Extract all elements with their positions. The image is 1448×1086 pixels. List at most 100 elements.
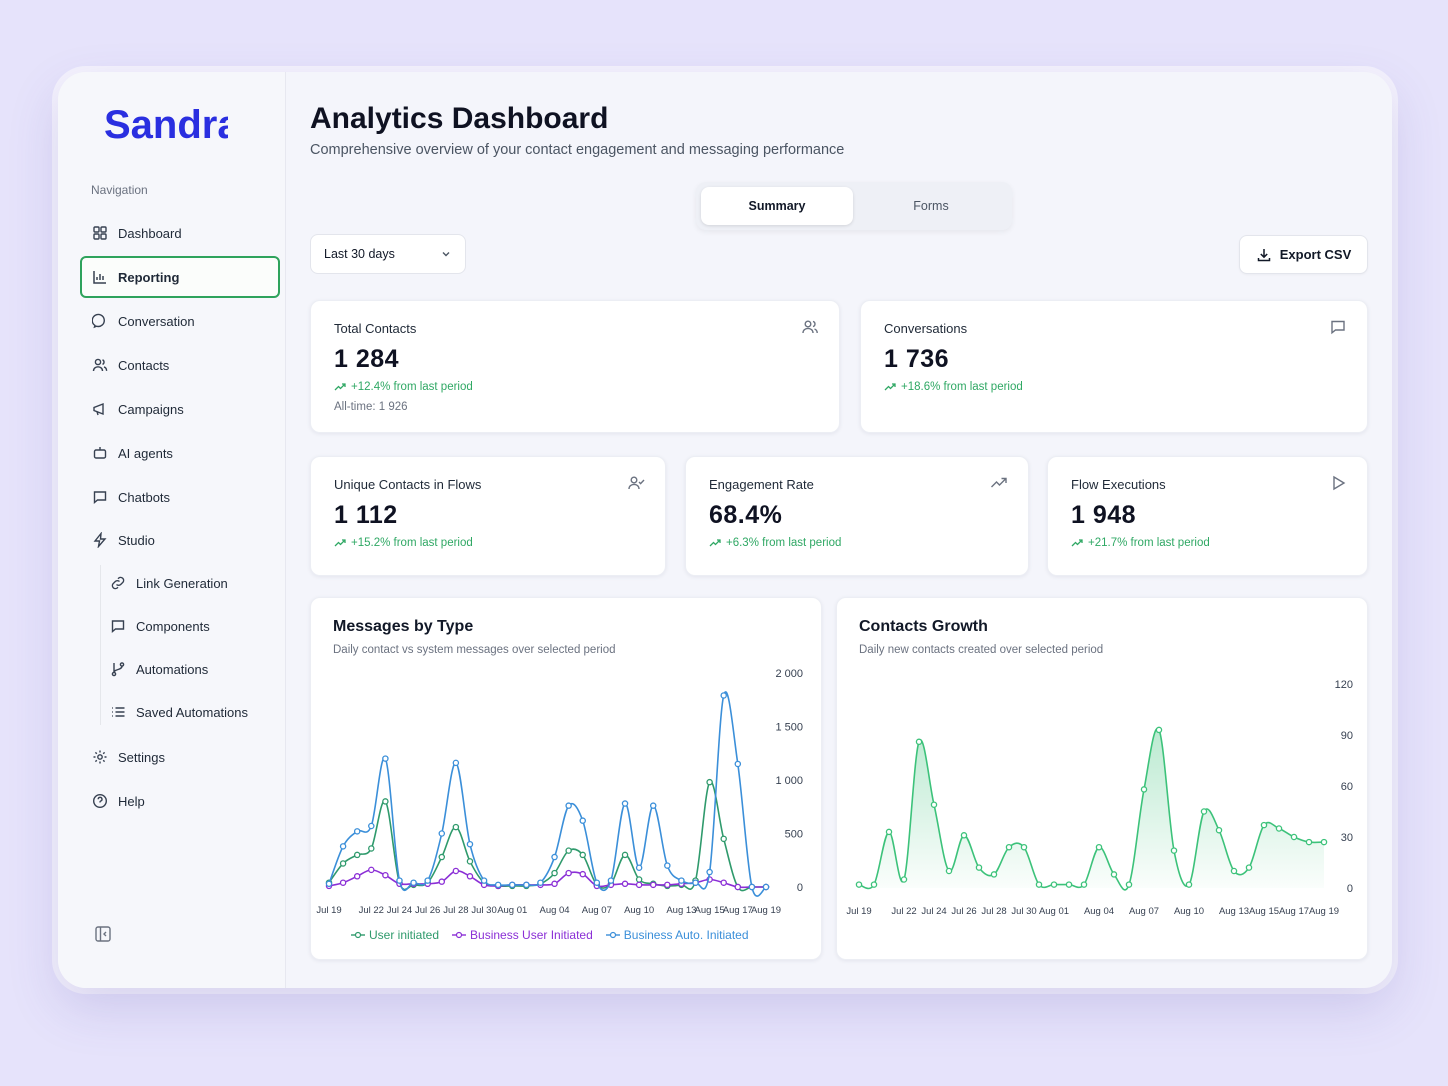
sidebar-item-link-generation[interactable]: Link Generation (98, 562, 278, 604)
series-line (328, 691, 767, 897)
contacts-growth-area-chart[interactable]: 0 30 60 90 120 Jul 19 Jul 22 Jul 24 Jul 26 Jul 28… (837, 598, 1369, 961)
data-point (438, 878, 446, 885)
sidebar-item-chatbots[interactable]: Chatbots (80, 476, 280, 518)
data-point (368, 866, 375, 874)
x-tick-label: Aug 17 (1279, 906, 1309, 917)
data-point (1125, 881, 1133, 888)
data-point (1095, 843, 1103, 851)
sidebar: Sandra Navigation Dashboard Reporting Co… (58, 72, 286, 988)
view-tabs: Summary Forms (696, 182, 1012, 230)
collapse-sidebar-icon[interactable] (94, 925, 112, 943)
legend-marker-icon (605, 931, 620, 939)
data-point (1155, 726, 1163, 734)
x-tick-label: Jul 19 (846, 906, 871, 917)
sidebar-item-automations[interactable]: Automations (98, 648, 278, 690)
sidebar-item-settings[interactable]: Settings (80, 736, 280, 778)
data-point (975, 864, 983, 871)
legend-label: Business Auto. Initiated (623, 928, 749, 942)
zap-icon (92, 532, 108, 548)
data-point (960, 832, 968, 839)
sidebar-item-label: Settings (118, 749, 165, 765)
trending-up-icon (884, 383, 896, 391)
data-point (678, 877, 685, 884)
x-tick-label: Aug 13 (1219, 906, 1249, 917)
list-icon (110, 704, 126, 720)
data-point (635, 876, 643, 883)
export-csv-button[interactable]: Export CSV (1239, 235, 1368, 274)
stat-value: 1 112 (334, 501, 398, 529)
contacts-growth-card: Contacts Growth Daily new contacts creat… (836, 597, 1368, 960)
data-point (649, 881, 657, 889)
period-select[interactable]: Last 30 days (310, 234, 466, 274)
stat-label: Flow Executions (1071, 477, 1166, 492)
data-point (1290, 833, 1298, 841)
sidebar-item-ai-agents[interactable]: AI agents (80, 432, 280, 474)
data-point (353, 828, 361, 835)
sidebar-item-studio[interactable]: Studio (80, 519, 280, 561)
svg-text:Sandra: Sandra (104, 103, 228, 146)
trending-up-icon (334, 539, 346, 547)
x-tick-label: Jul 30 (1011, 906, 1036, 917)
legend-marker-icon (452, 931, 467, 939)
help-circle-icon (92, 793, 108, 809)
sandra-logo[interactable]: Sandra (104, 98, 228, 146)
data-point (635, 881, 643, 889)
data-point (452, 759, 460, 767)
legend-item[interactable]: User initiated (351, 928, 439, 942)
page-subtitle: Comprehensive overview of your contact e… (310, 142, 845, 158)
chart-title: Contacts Growth (859, 618, 988, 635)
data-point (1005, 843, 1013, 851)
data-point (748, 883, 756, 891)
data-point (990, 871, 998, 878)
stat-label: Conversations (884, 321, 968, 336)
data-point (621, 880, 629, 888)
data-point (368, 845, 375, 852)
sidebar-item-help[interactable]: Help (80, 780, 280, 822)
sidebar-item-label: Conversation (118, 313, 195, 329)
data-point (720, 835, 727, 843)
stat-delta-text: +18.6% from last period (901, 381, 1023, 393)
data-point (1050, 881, 1058, 888)
stat-delta-text: +15.2% from last period (351, 537, 473, 549)
y-tick-label: 120 (1335, 679, 1353, 691)
sidebar-item-dashboard[interactable]: Dashboard (80, 212, 280, 254)
x-tick-label: Aug 01 (497, 905, 527, 916)
sidebar-item-reporting[interactable]: Reporting (80, 256, 280, 298)
x-tick-label: Aug 10 (1174, 906, 1204, 917)
data-point (1275, 825, 1283, 832)
legend-item[interactable]: Business User Initiated (452, 928, 593, 942)
sidebar-item-contacts[interactable]: Contacts (80, 344, 280, 386)
data-point (1200, 808, 1208, 815)
data-point (551, 869, 558, 877)
data-point (565, 802, 572, 809)
data-point (900, 876, 908, 883)
data-point (1140, 786, 1148, 793)
x-tick-label: Aug 15 (1249, 906, 1279, 917)
data-point (452, 867, 460, 875)
sidebar-item-components[interactable]: Components (98, 605, 278, 647)
stat-value: 1 948 (1071, 501, 1137, 529)
legend-item[interactable]: Business Auto. Initiated (605, 928, 749, 942)
data-point (523, 881, 530, 889)
tab-forms[interactable]: Forms (913, 199, 949, 213)
x-tick-label: Aug 17 (723, 905, 753, 916)
chart-legend: User initiated Business User Initiated Bus… (351, 928, 749, 942)
data-point (720, 692, 727, 699)
data-point (1230, 867, 1238, 875)
messages-by-type-card: Messages by Type Daily contact vs system… (310, 597, 822, 960)
message-square-icon (92, 489, 108, 505)
tab-summary[interactable]: Summary (701, 187, 853, 225)
sidebar-item-conversation[interactable]: Conversation (80, 300, 280, 342)
sidebar-item-campaigns[interactable]: Campaigns (80, 388, 280, 430)
x-tick-label: Aug 07 (1129, 906, 1159, 917)
sidebar-item-saved-automations[interactable]: Saved Automations (98, 691, 278, 733)
sidebar-item-label: Link Generation (136, 575, 228, 591)
x-tick-label: Aug 15 (695, 905, 725, 916)
data-point (945, 867, 953, 875)
x-tick-label: Jul 22 (891, 906, 916, 917)
x-tick-label: Aug 19 (1309, 906, 1339, 917)
trending-up-icon (1071, 539, 1083, 547)
y-tick-label: 0 (1347, 883, 1353, 895)
data-point (885, 828, 893, 836)
